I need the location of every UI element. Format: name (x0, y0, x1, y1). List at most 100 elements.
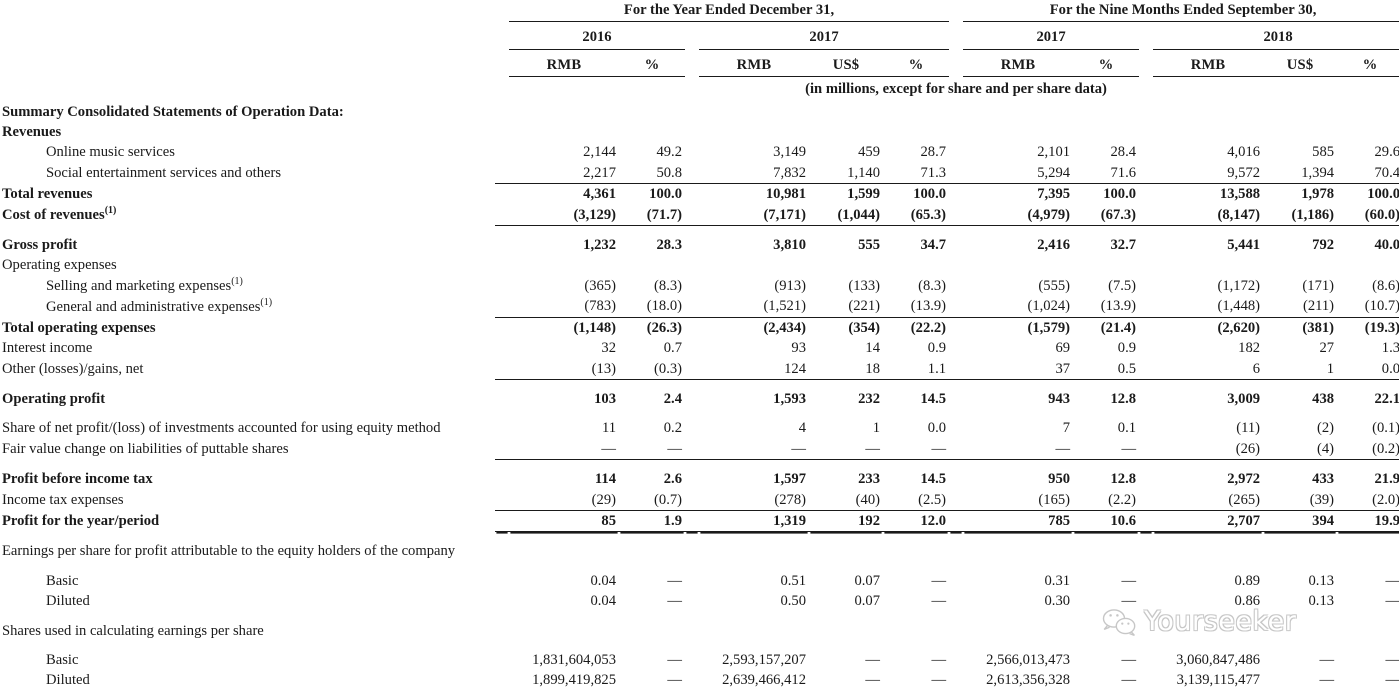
cell-value: 0.5 (1073, 358, 1140, 380)
cell-value: (7,171) (699, 204, 809, 227)
cell-value: 4 (798, 420, 806, 437)
cell-value: 433 (1312, 471, 1335, 488)
row-label: Profit before income tax (2, 471, 153, 488)
cell-value (509, 541, 619, 561)
cell-value: 114 (594, 471, 616, 488)
cell-value: — (865, 651, 880, 668)
units-note: (in millions, except for share and per s… (805, 81, 1107, 98)
row-label: General and administrative expenses(1) (46, 296, 273, 315)
cell-value: (783) (509, 296, 619, 318)
column-gap (495, 541, 509, 561)
column-gap (949, 102, 963, 122)
table-row: Diluted 0.04 — 0.50 0.07 — 0.30 — 0.86 0.13 — (0, 591, 1399, 611)
column-gap (495, 438, 509, 461)
column-gap (1139, 296, 1154, 318)
column-gap (685, 389, 699, 409)
cell-value: 0.89 (1234, 572, 1261, 589)
cell-value: 0.9 (1117, 340, 1137, 357)
column-gap (1139, 122, 1153, 142)
cell-value (1263, 102, 1337, 122)
cell-value: 0.13 (1308, 593, 1335, 610)
cell-value: 13,588 (1219, 186, 1261, 203)
table-row: Profit before income tax 114 2.6 1,597 233 14… (0, 469, 1399, 489)
header-year-2017-interim: 2017 (963, 27, 1140, 50)
row-label: Profit for the year/period (2, 513, 160, 530)
table-row: Operating profit 103 2.4 1,593 232 14.5 943 12.… (0, 389, 1399, 409)
column-gap (1139, 438, 1154, 461)
cell-value: 785 (963, 510, 1074, 533)
cell-value: 0.2 (663, 420, 682, 437)
table-row: Operating expenses (0, 255, 1399, 275)
column-gap (685, 162, 699, 185)
column-gap (1139, 469, 1153, 489)
cell-value: 71.3 (883, 162, 950, 185)
column-gap (495, 650, 509, 670)
column-gap (949, 670, 963, 690)
cell-value: 943 (1048, 390, 1071, 407)
row-spacer (0, 460, 1399, 470)
cell-value: 459 (858, 144, 880, 161)
column-gap (949, 122, 963, 142)
header-year-row: 2016 2017 2017 2018 (0, 27, 1399, 50)
cell-value: 555 (858, 237, 880, 254)
header-year-2016: 2016 (509, 27, 685, 50)
column-gap (495, 510, 509, 533)
cell-value: 7 (1062, 420, 1071, 437)
cell-value: — (1319, 651, 1335, 668)
cell-value (1073, 621, 1139, 641)
cell-value: 4,016 (1227, 144, 1261, 161)
column-gap (685, 591, 699, 611)
cell-value: 1,593 (773, 390, 806, 407)
cell-value: (265) (1153, 489, 1264, 511)
cell-value: 93 (791, 340, 806, 357)
row-label: Basic (46, 651, 79, 668)
cell-value (1337, 102, 1399, 122)
cell-value: 2,707 (1153, 510, 1264, 533)
column-gap (949, 142, 963, 162)
cell-value: 3,149 (773, 144, 806, 161)
column-gap (685, 571, 699, 591)
cell-value: 0.07 (854, 593, 880, 610)
cell-value: — (963, 438, 1074, 461)
cell-value: (18.0) (619, 296, 685, 318)
cell-value: (2.0) (1337, 489, 1399, 511)
cell-value: (171) (1302, 277, 1335, 294)
table-row: Cost of revenues(1) (3,129) (71.7) (7,171)(… (0, 204, 1399, 227)
cell-value: 1,899,419,825 (532, 672, 616, 689)
cell-value (619, 621, 685, 641)
cell-value: 2,613,356,328 (986, 672, 1071, 689)
cell-value: 2.6 (663, 471, 682, 488)
column-gap (685, 418, 699, 438)
cell-value: (8,147) (1153, 204, 1264, 227)
column-gap (495, 235, 509, 255)
cell-value (1337, 621, 1399, 641)
column-gap (1139, 204, 1154, 227)
row-label: Earnings per share for profit attributab… (2, 543, 456, 560)
header-col-pct-2018: % (1337, 54, 1399, 78)
column-gap (685, 235, 699, 255)
cell-value (1263, 621, 1337, 641)
cell-value: — (1121, 593, 1137, 610)
cell-value (1337, 255, 1399, 275)
cell-value: 40.0 (1374, 237, 1399, 254)
cell-value: 10,981 (765, 186, 806, 203)
row-label: Operating profit (2, 390, 106, 407)
table-body: Summary Consolidated Statements of Opera… (0, 102, 1399, 691)
cell-value: 2.4 (663, 390, 682, 407)
cell-value: (4) (1263, 438, 1338, 461)
cell-value: 0.9 (927, 340, 947, 357)
cell-value: — (699, 438, 809, 461)
column-gap (495, 670, 509, 690)
cell-value (1153, 102, 1263, 122)
cell-value: (26) (1153, 438, 1264, 461)
cell-value: 7,395 (1037, 186, 1071, 203)
column-gap (685, 670, 699, 690)
column-gap (685, 276, 699, 296)
cell-value: (65.3) (883, 204, 950, 227)
column-gap (1139, 255, 1153, 275)
cell-value: 22.1 (1374, 390, 1399, 407)
cell-value: (8.6) (1372, 277, 1399, 294)
table-row: Summary Consolidated Statements of Opera… (0, 102, 1399, 122)
cell-value: (7.5) (1108, 277, 1137, 294)
